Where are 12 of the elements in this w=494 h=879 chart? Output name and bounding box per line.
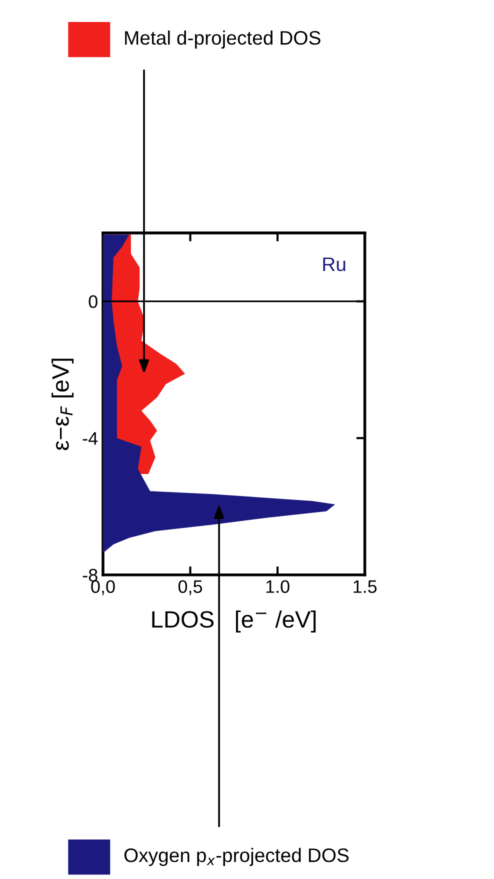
y-tick-label: -8: [82, 568, 98, 582]
x-tick-label: 1.0: [266, 580, 290, 593]
legend-label: Metal d-projected DOS: [125, 30, 320, 49]
x-tick-label: 0,0: [91, 580, 115, 596]
annotation: Ru: [323, 258, 346, 272]
y-tick-label: -4: [82, 432, 98, 445]
y-axis-title: ε−ε$_{F}$ [eV]: [52, 358, 74, 450]
x-tick-label: 1.5: [354, 580, 377, 593]
y-tick-label: 0: [88, 295, 98, 308]
legend-label: Oxygen p$_{x}$-projected DOS: [124, 848, 349, 866]
x-tick-label: 0,5: [178, 580, 202, 596]
x-axis-title: LDOS [e$^{−}$ /eV]: [152, 610, 316, 632]
